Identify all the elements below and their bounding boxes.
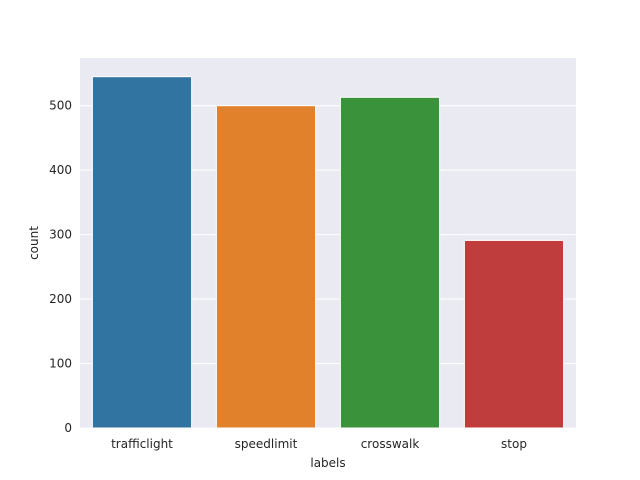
x-tick-label: speedlimit [235, 437, 298, 451]
y-tick-label: 200 [49, 292, 72, 306]
x-tick-label: crosswalk [361, 437, 420, 451]
y-tick-label: 400 [49, 163, 72, 177]
y-axis-label: count [27, 226, 41, 260]
y-tick-label: 100 [49, 357, 72, 371]
x-tick-label: stop [501, 437, 527, 451]
x-tick-labels: trafficlight speedlimit crosswalk stop [111, 437, 527, 451]
y-tick-labels: 0 100 200 300 400 500 [49, 99, 72, 435]
x-tick-label: trafficlight [111, 437, 173, 451]
bars [91, 76, 565, 429]
bar-trafficlight [91, 76, 193, 429]
y-tick-label: 0 [64, 421, 72, 435]
bar-crosswalk [339, 96, 441, 429]
bar-stop [463, 239, 565, 429]
y-tick-label: 300 [49, 228, 72, 242]
bar-speedlimit [215, 105, 317, 429]
x-axis-label: labels [310, 456, 345, 470]
y-tick-label: 500 [49, 99, 72, 113]
